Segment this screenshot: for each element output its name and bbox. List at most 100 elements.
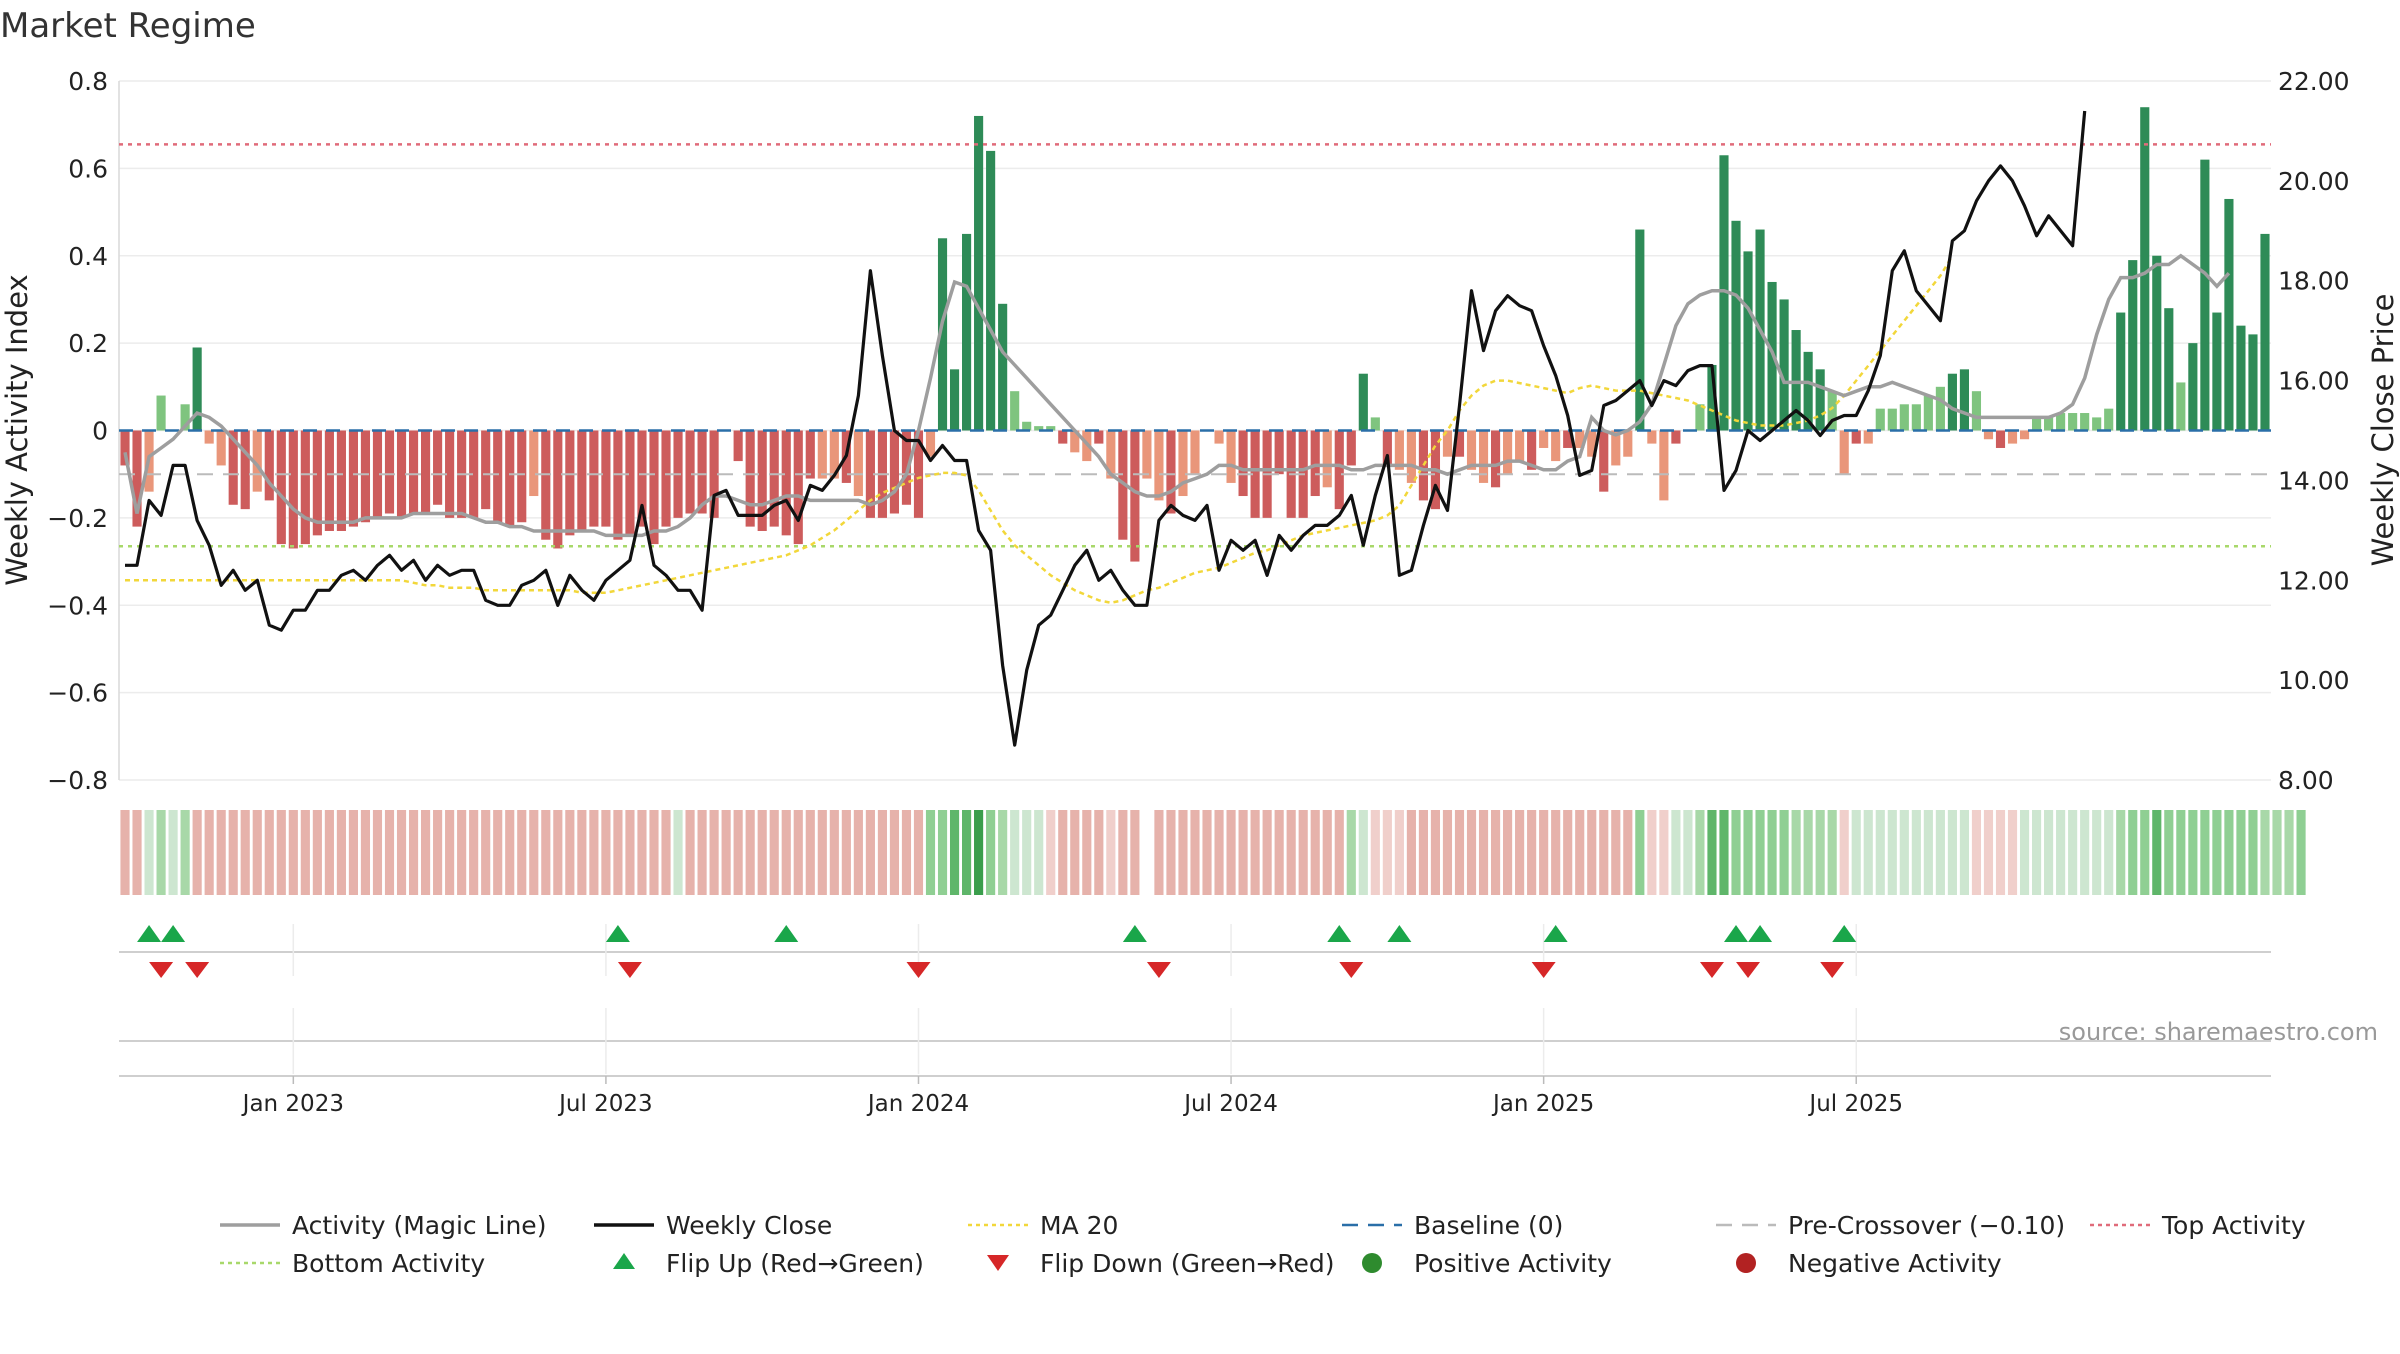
regime-cell [865,810,875,895]
activity-bar [2031,417,2042,431]
series-lines [123,110,2231,747]
regime-cell [1719,810,1729,895]
regime-cell [144,810,154,895]
activity-bar [805,430,815,479]
regime-cell [733,810,743,895]
regime-cell [2272,810,2282,895]
regime-cell [1382,810,1392,895]
activity-bar [1719,155,1729,431]
flip-down-marker [1820,962,1845,978]
regime-cell [1611,810,1621,895]
legend-label: Positive Activity [1414,1249,1612,1278]
activity-bar [1707,364,1717,431]
activity-bar [1791,330,1801,431]
activity-bar [637,430,647,527]
regime-cell [1539,810,1549,895]
activity-bar [1046,426,1056,431]
regime-cell [2104,810,2114,895]
regime-cell [962,810,972,895]
activity-bar [2248,334,2258,431]
regime-cell [120,810,130,895]
regime-cell [829,810,839,895]
x-tick-label: Jan 2023 [241,1091,344,1117]
magic-line [123,253,2231,538]
activity-bar [553,430,563,549]
regime-cell [601,810,611,895]
regime-cell [2128,810,2138,895]
regime-cell [433,810,443,895]
regime-cell [1010,810,1020,895]
regime-cell [2019,810,2030,895]
activity-bar [433,430,443,505]
activity-bar [709,430,719,518]
regime-cell [348,810,359,895]
regime-cell [1827,810,1837,895]
y-axis-right-label: Weekly Close Price [2366,294,2400,567]
flip-up-marker [1122,925,1147,942]
regime-cell [1683,810,1693,895]
regime-cell [1935,810,1945,895]
regime-cell [1587,810,1597,895]
y-left-tick-label: 0.2 [68,329,108,358]
activity-bar [793,430,803,545]
regime-cell [1214,810,1224,895]
activity-bar [1695,404,1705,431]
y-left-tick-label: 0.8 [68,67,108,96]
regime-cell [1875,810,1885,895]
regime-cell [1466,810,1477,895]
regime-cell [685,810,695,895]
regime-cell [1118,810,1128,895]
regime-cell [2224,810,2234,895]
regime-cell [1094,810,1104,895]
regime-cell [1310,810,1320,895]
activity-bar [1238,430,1248,497]
activity-bar [2007,430,2018,444]
activity-bar [1983,430,1994,440]
regime-cell [1358,810,1368,895]
regime-cell [2140,810,2150,895]
regime-cell [637,810,647,895]
activity-bar [1226,430,1236,483]
regime-cell [517,810,527,895]
flip-down-marker [617,962,642,978]
y-right-tick-label: 10.00 [2278,666,2350,695]
y-left-tick-label: −0.4 [47,591,108,620]
activity-bar [1346,430,1356,466]
flip-markers [119,924,2271,1074]
activity-bar [1094,430,1104,444]
activity-bar [1947,373,1957,431]
activity-bar [2188,343,2198,431]
regime-cell [1707,810,1717,895]
regime-cell [1851,810,1861,895]
regime-cell [1190,810,1200,895]
activity-bar [1418,430,1428,501]
regime-cell [1034,810,1044,895]
activity-bar [252,430,262,492]
regime-cell [192,810,202,895]
regime-cell [2248,810,2258,895]
activity-bar [1382,430,1392,466]
activity-bar [1647,430,1657,444]
activity-bar [1923,395,1933,431]
activity-bar [1178,430,1188,497]
activity-bar [204,430,214,444]
activity-bar [685,430,695,514]
y-right-tick-label: 14.00 [2278,466,2350,495]
activity-bar [1551,430,1561,462]
activity-bar [1935,386,1945,431]
regime-cell [913,810,924,895]
activity-bar [2092,417,2102,431]
regime-cell [2236,810,2246,895]
legend-label: Pre-Crossover (−0.10) [1788,1211,2065,1240]
activity-bar [240,430,250,510]
regime-cell [1106,810,1116,895]
activity-bar [1022,421,1032,431]
regime-cell [1815,810,1825,895]
legend: Activity (Magic Line) Weekly Close MA 20 Ba… [220,1211,2306,1278]
regime-cell [793,810,803,895]
regime-cell [1226,810,1236,895]
activity-bar [613,430,623,540]
legend-label: Baseline (0) [1414,1211,1563,1240]
activity-bar [493,430,503,523]
regime-cell [697,810,707,895]
